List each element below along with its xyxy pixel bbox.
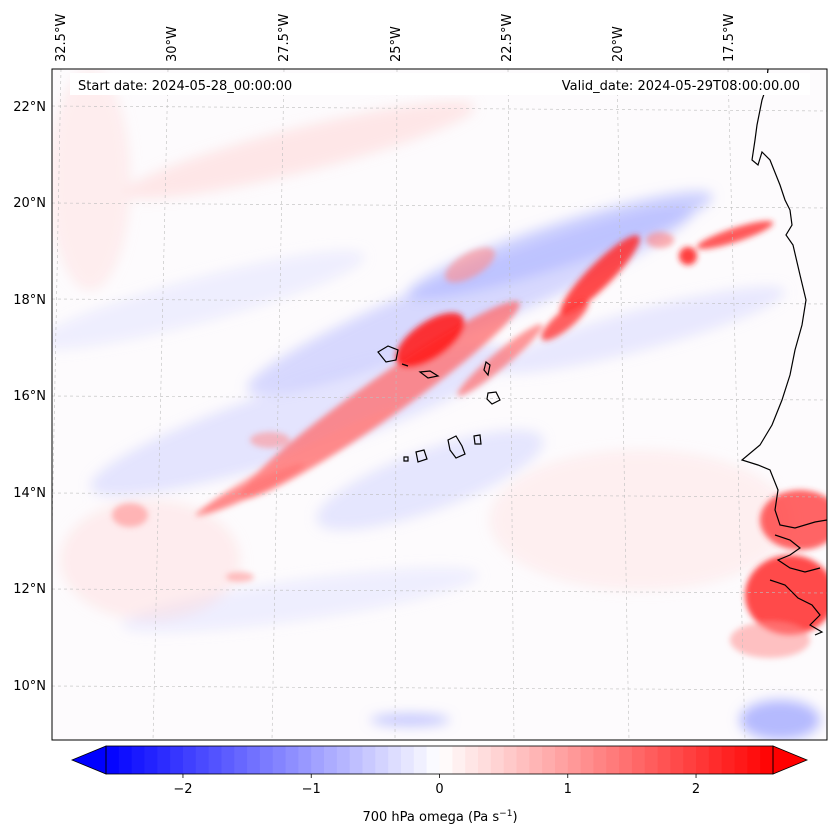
colorbar-cell [529, 746, 543, 774]
colorbar-ticks: −2 −1 0 1 2 [173, 774, 700, 797]
colorbar-cell [452, 746, 466, 774]
colorbar-cell [131, 746, 145, 774]
colorbar-cell [247, 746, 261, 774]
valid-date-label: Valid_date: 2024-05-29T08:00:00.00 [562, 79, 800, 94]
lon-label: 22.5°W [500, 14, 515, 62]
lon-label: 32.5°W [54, 14, 69, 62]
lon-label: 25°W [389, 26, 404, 62]
colorbar-cell [465, 746, 479, 774]
lat-label: 16°N [13, 389, 46, 404]
lon-label: 27.5°W [277, 14, 292, 62]
omega-field [52, 70, 827, 740]
lat-label: 20°N [13, 196, 46, 211]
coastline [740, 69, 827, 636]
colorbar-cell [388, 746, 402, 774]
colorbar-tick-label: −1 [302, 782, 321, 797]
colorbar-label: 700 hPa omega (Pa s−1) [362, 809, 517, 825]
colorbar-cell [259, 746, 274, 774]
colorbar-cell [170, 746, 184, 774]
colorbar-cell [208, 746, 222, 774]
colorbar-label-sup: −1 [499, 809, 512, 819]
cape-verde-islands [377, 345, 501, 463]
colorbar-cell [221, 746, 235, 774]
colorbar-cell [362, 746, 376, 774]
colorbar-cell [708, 746, 723, 774]
colorbar-cell [567, 746, 581, 774]
lat-label: 10°N [13, 679, 46, 694]
colorbar-cell [542, 746, 556, 774]
colorbar-cell [182, 746, 197, 774]
colorbar-cell [644, 746, 658, 774]
colorbar-label-main: 700 hPa omega (Pa s [362, 810, 499, 825]
lat-label: 14°N [13, 486, 46, 501]
colorbar-tick-label: 2 [692, 782, 700, 797]
colorbar-tick-label: 0 [435, 782, 443, 797]
longitude-labels: 32.5°W 30°W 27.5°W 25°W 22.5°W 20°W 17.5… [54, 14, 737, 62]
colorbar-cell [683, 746, 697, 774]
colorbar-tick-label: 1 [564, 782, 572, 797]
colorbar-cell [375, 746, 389, 774]
colorbar-cell [195, 746, 210, 774]
lon-label: 17.5°W [722, 14, 737, 62]
lat-label: 12°N [13, 582, 46, 597]
colorbar-cell [349, 746, 363, 774]
colorbar-cell [401, 746, 415, 774]
colorbar-cell [580, 746, 594, 774]
africa-coastline [740, 69, 827, 529]
colorbar-label-end: ) [512, 810, 517, 825]
colorbar-cell [234, 746, 248, 774]
colorbar-cell [516, 746, 530, 774]
colorbar-cell [324, 746, 338, 774]
latitude-labels: 22°N 20°N 18°N 16°N 14°N 12°N 10°N [13, 100, 46, 694]
colorbar-cell [631, 746, 646, 774]
colorbar-cells [106, 746, 774, 774]
colorbar-cell [413, 746, 428, 774]
colorbar-cell [298, 746, 312, 774]
lon-label: 20°W [611, 26, 626, 62]
colorbar-extend-right [772, 745, 809, 775]
gridlines [52, 69, 827, 740]
colorbar-cell [721, 746, 735, 774]
colorbar-cell [311, 746, 325, 774]
start-date-label: Start date: 2024-05-28_00:00:00 [78, 79, 292, 94]
map-panel: Start date: 2024-05-28_00:00:00 Valid_da… [51, 68, 828, 741]
colorbar-cell [619, 746, 633, 774]
lat-label: 22°N [13, 100, 46, 115]
colorbar-cell [593, 746, 607, 774]
colorbar-tick-label: −2 [173, 782, 192, 797]
colorbar-cell [477, 746, 492, 774]
colorbar-cell [734, 746, 748, 774]
colorbar-cell [606, 746, 620, 774]
colorbar-cell [439, 746, 453, 774]
colorbar-cell [490, 746, 505, 774]
colorbar-cell [670, 746, 684, 774]
colorbar-cell [272, 746, 286, 774]
lat-label: 18°N [13, 293, 46, 308]
colorbar-cell [285, 746, 299, 774]
colorbar-cell [696, 746, 710, 774]
colorbar-cell [554, 746, 569, 774]
colorbar-cell [106, 746, 120, 774]
colorbar-cell [657, 746, 671, 774]
colorbar-cell [336, 746, 351, 774]
colorbar-cell [747, 746, 761, 774]
colorbar-cell [144, 746, 158, 774]
colorbar: −2 −1 0 1 2 700 hPa omega (Pa s−1) [70, 745, 809, 825]
colorbar-cell [760, 746, 774, 774]
colorbar-cell [426, 746, 440, 774]
header-box [70, 73, 810, 95]
colorbar-extend-left [70, 745, 107, 775]
colorbar-cell [157, 746, 171, 774]
colorbar-cell [118, 746, 133, 774]
lon-label: 30°W [165, 26, 180, 62]
colorbar-cell [503, 746, 517, 774]
